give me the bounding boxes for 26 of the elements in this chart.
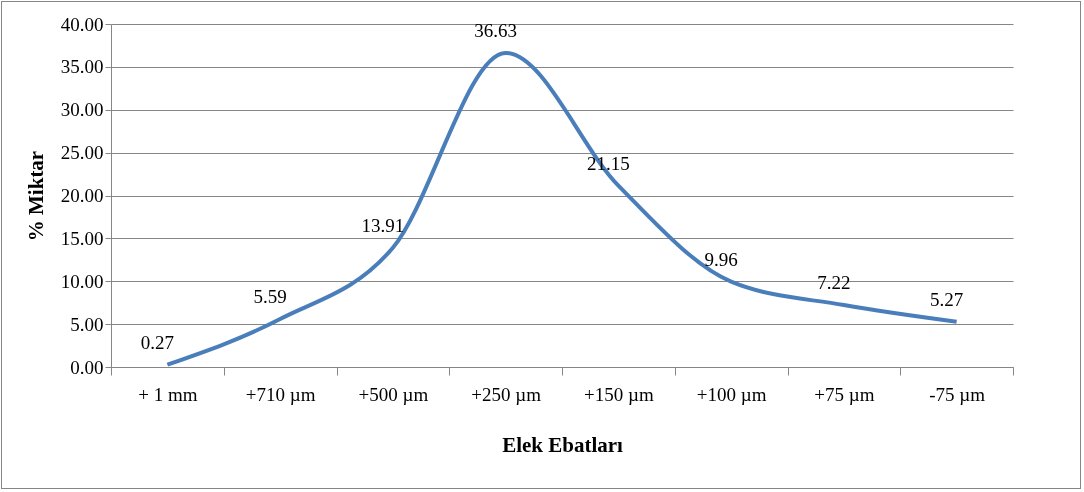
y-tick-label: 25.00 xyxy=(60,142,104,164)
x-tick-label: +75 µm xyxy=(814,383,875,405)
data-label: 5.59 xyxy=(253,286,287,308)
x-tick-label: +500 µm xyxy=(358,383,429,405)
y-tick-label: 5.00 xyxy=(70,313,104,335)
x-tick-label: + 1 mm xyxy=(138,383,198,405)
x-tick-label: +250 µm xyxy=(471,383,542,405)
y-tick-label: 20.00 xyxy=(60,185,104,206)
x-tick-label: -75 µm xyxy=(929,383,986,405)
data-label: 9.96 xyxy=(704,248,738,270)
y-tick-label: 30.00 xyxy=(60,99,104,121)
data-label: 13.91 xyxy=(361,214,405,236)
x-tick-label: +100 µm xyxy=(696,383,767,405)
x-axis-title: Elek Ebatları xyxy=(502,432,624,457)
data-label: 5.27 xyxy=(930,288,964,310)
y-tick-label: 10.00 xyxy=(60,270,104,292)
y-tick-label: 35.00 xyxy=(60,56,104,78)
data-label: 36.63 xyxy=(474,19,517,41)
y-tick-label: 15.00 xyxy=(60,227,104,249)
x-tick-label: +150 µm xyxy=(584,383,654,405)
data-label: 0.27 xyxy=(140,331,174,353)
data-label: 7.22 xyxy=(817,272,851,294)
y-tick-label: 0.00 xyxy=(70,356,104,378)
y-axis-title: % Miktar xyxy=(23,150,48,242)
x-tick-label: +710 µm xyxy=(245,383,316,405)
y-tick-label: 40.00 xyxy=(60,13,104,35)
